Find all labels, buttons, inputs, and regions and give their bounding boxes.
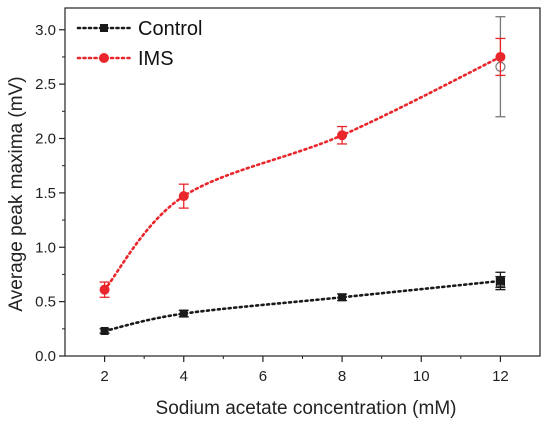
x-tick-label: 12 [492,368,509,385]
y-tick-label: 3.0 [35,22,56,39]
ims-series-line [103,55,502,291]
x-tick-label: 4 [180,368,188,385]
y-axis-label: Average peak maxima (mV) [6,76,27,311]
ims-data-point [337,130,348,141]
legend-control-marker [100,24,108,32]
x-axis-label: Sodium acetate concentration (mM) [156,398,457,419]
control-data-point [496,276,505,285]
ims-data-point [495,51,506,62]
y-tick-label: 2.0 [35,131,56,148]
y-tick-label: 1.0 [35,239,56,256]
y-tick-label: 0.5 [35,294,56,311]
x-tick-label: 10 [413,368,430,385]
y-tick-label: 1.5 [35,185,56,202]
control-data-point [100,326,109,335]
control-data-point [338,293,347,302]
y-tick-label: 0.0 [35,348,56,365]
ims-data-point [178,191,189,202]
plot-frame [64,7,541,357]
ims-data-point [99,284,110,295]
legend-ims-label: IMS [138,48,174,70]
plot-area: 2 4 6 8 10 12 0.0 0.5 1.0 1.5 2.0 2.5 3.0 Control IMS [35,7,541,385]
legend-control-label: Control [138,18,202,40]
x-tick-label: 2 [100,368,108,385]
control-series-line [103,279,502,333]
x-tick-label: 6 [259,368,267,385]
legend-ims-marker [99,53,109,63]
y-tick-label: 2.5 [35,76,56,93]
x-tick-label: 8 [338,368,346,385]
control-data-point [179,309,188,318]
